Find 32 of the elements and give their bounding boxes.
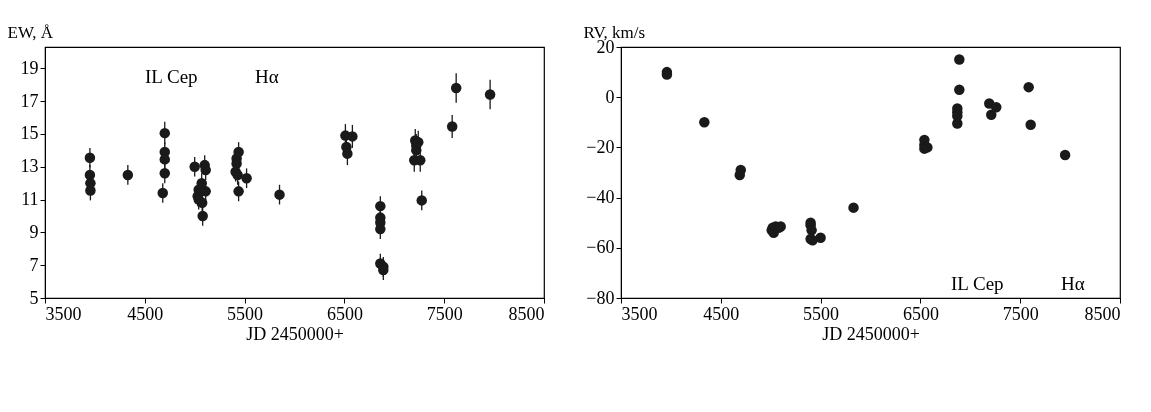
x-axis-title: JD 2450000+ bbox=[246, 323, 344, 344]
y-tick-label: −60 bbox=[586, 237, 615, 258]
x-tick-label: 4500 bbox=[127, 303, 164, 324]
x-tick-label: 8500 bbox=[1084, 303, 1121, 324]
x-tick-label: 8500 bbox=[508, 303, 545, 324]
x-tick-label: 6500 bbox=[902, 303, 939, 324]
x-tick-label: 7500 bbox=[1002, 303, 1039, 324]
y-tick-label: 17 bbox=[20, 90, 39, 111]
x-tick-label: 7500 bbox=[426, 303, 463, 324]
y-tick-label: −80 bbox=[586, 287, 615, 308]
annotation: Hα bbox=[255, 66, 279, 87]
y-axis-title: EW, Å bbox=[7, 22, 54, 42]
x-tick-label: 5500 bbox=[803, 303, 840, 324]
y-tick-label: 15 bbox=[20, 123, 39, 144]
y-tick-label: 7 bbox=[29, 254, 39, 275]
x-tick-label: 6500 bbox=[326, 303, 363, 324]
annotation: IL Cep bbox=[145, 66, 198, 87]
y-tick-label: 9 bbox=[29, 221, 39, 242]
y-tick-label: −20 bbox=[586, 136, 615, 157]
x-axis-title: JD 2450000+ bbox=[822, 323, 920, 344]
x-tick-label: 3500 bbox=[45, 303, 82, 324]
x-tick-label: 4500 bbox=[703, 303, 740, 324]
annotation: IL Cep bbox=[951, 273, 1004, 294]
y-tick-label: 5 bbox=[29, 287, 39, 308]
x-tick-label: 3500 bbox=[621, 303, 658, 324]
y-tick-label: 13 bbox=[20, 156, 39, 177]
x-tick-label: 5500 bbox=[227, 303, 264, 324]
y-tick-label: 19 bbox=[20, 57, 39, 78]
y-tick-label: 0 bbox=[605, 86, 615, 107]
y-tick-label: −40 bbox=[586, 187, 615, 208]
annotation: Hα bbox=[1061, 273, 1085, 294]
y-tick-label: 11 bbox=[21, 189, 39, 210]
